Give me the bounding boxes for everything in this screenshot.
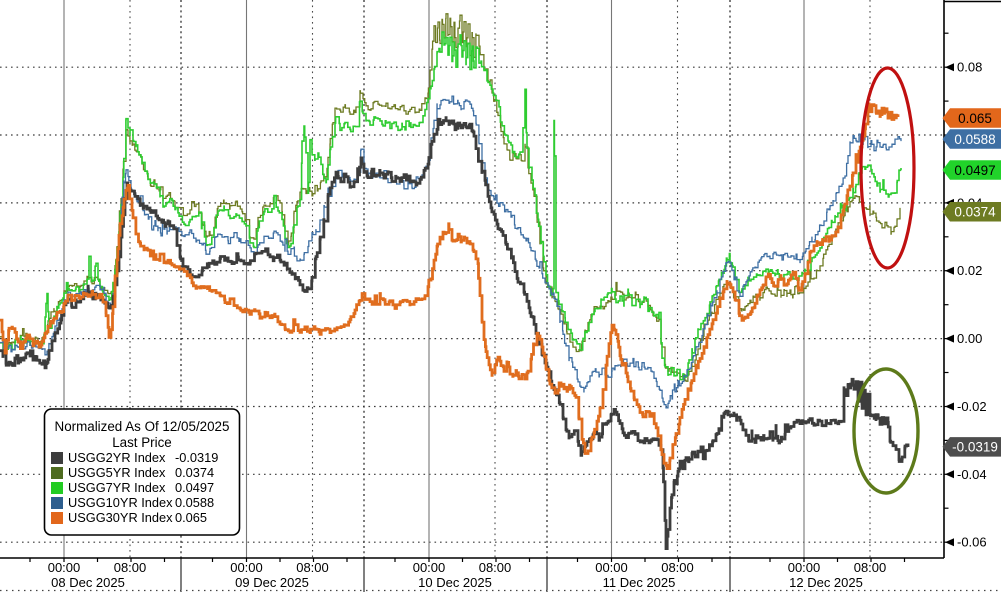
svg-text:Normalized As Of 12/05/2025: Normalized As Of 12/05/2025 — [55, 419, 230, 434]
svg-text:0.0497: 0.0497 — [175, 480, 214, 495]
svg-text:0.0588: 0.0588 — [954, 132, 995, 147]
svg-text:08:00: 08:00 — [854, 560, 887, 575]
svg-text:-0.0319: -0.0319 — [175, 450, 218, 465]
svg-text:0.065: 0.065 — [175, 510, 207, 525]
svg-text:00:00: 00:00 — [788, 560, 821, 575]
svg-text:08:00: 08:00 — [661, 560, 694, 575]
svg-text:USGG7YR Index: USGG7YR Index — [68, 480, 166, 495]
svg-text:-0.0319: -0.0319 — [952, 440, 998, 455]
svg-text:08:00: 08:00 — [296, 560, 329, 575]
svg-text:USGG10YR Index: USGG10YR Index — [68, 495, 173, 510]
svg-text:08:00: 08:00 — [479, 560, 512, 575]
svg-text:-0.02: -0.02 — [957, 399, 987, 414]
svg-text:0.0497: 0.0497 — [954, 163, 995, 178]
svg-text:12 Dec 2025: 12 Dec 2025 — [789, 575, 863, 590]
svg-text:10 Dec 2025: 10 Dec 2025 — [418, 575, 492, 590]
svg-text:00:00: 00:00 — [48, 560, 81, 575]
svg-text:0.0588: 0.0588 — [175, 495, 214, 510]
svg-text:-0.06: -0.06 — [957, 535, 987, 550]
svg-text:USGG30YR Index: USGG30YR Index — [68, 510, 173, 525]
svg-text:-0.04: -0.04 — [957, 467, 987, 482]
svg-text:08 Dec 2025: 08 Dec 2025 — [51, 575, 125, 590]
svg-text:0.00: 0.00 — [957, 331, 982, 346]
svg-text:00:00: 00:00 — [413, 560, 446, 575]
svg-text:11 Dec 2025: 11 Dec 2025 — [603, 575, 676, 590]
svg-text:0.08: 0.08 — [957, 60, 982, 75]
svg-text:0.065: 0.065 — [958, 111, 992, 126]
svg-text:0.02: 0.02 — [957, 263, 982, 278]
svg-text:Last Price: Last Price — [112, 435, 172, 450]
svg-text:08:00: 08:00 — [114, 560, 147, 575]
svg-text:00:00: 00:00 — [595, 560, 628, 575]
svg-text:USGG2YR Index: USGG2YR Index — [68, 450, 166, 465]
svg-text:USGG5YR Index: USGG5YR Index — [68, 465, 166, 480]
svg-text:0.0374: 0.0374 — [954, 205, 996, 220]
svg-text:00:00: 00:00 — [230, 560, 263, 575]
svg-text:09 Dec 2025: 09 Dec 2025 — [235, 575, 309, 590]
svg-text:0.0374: 0.0374 — [175, 465, 214, 480]
